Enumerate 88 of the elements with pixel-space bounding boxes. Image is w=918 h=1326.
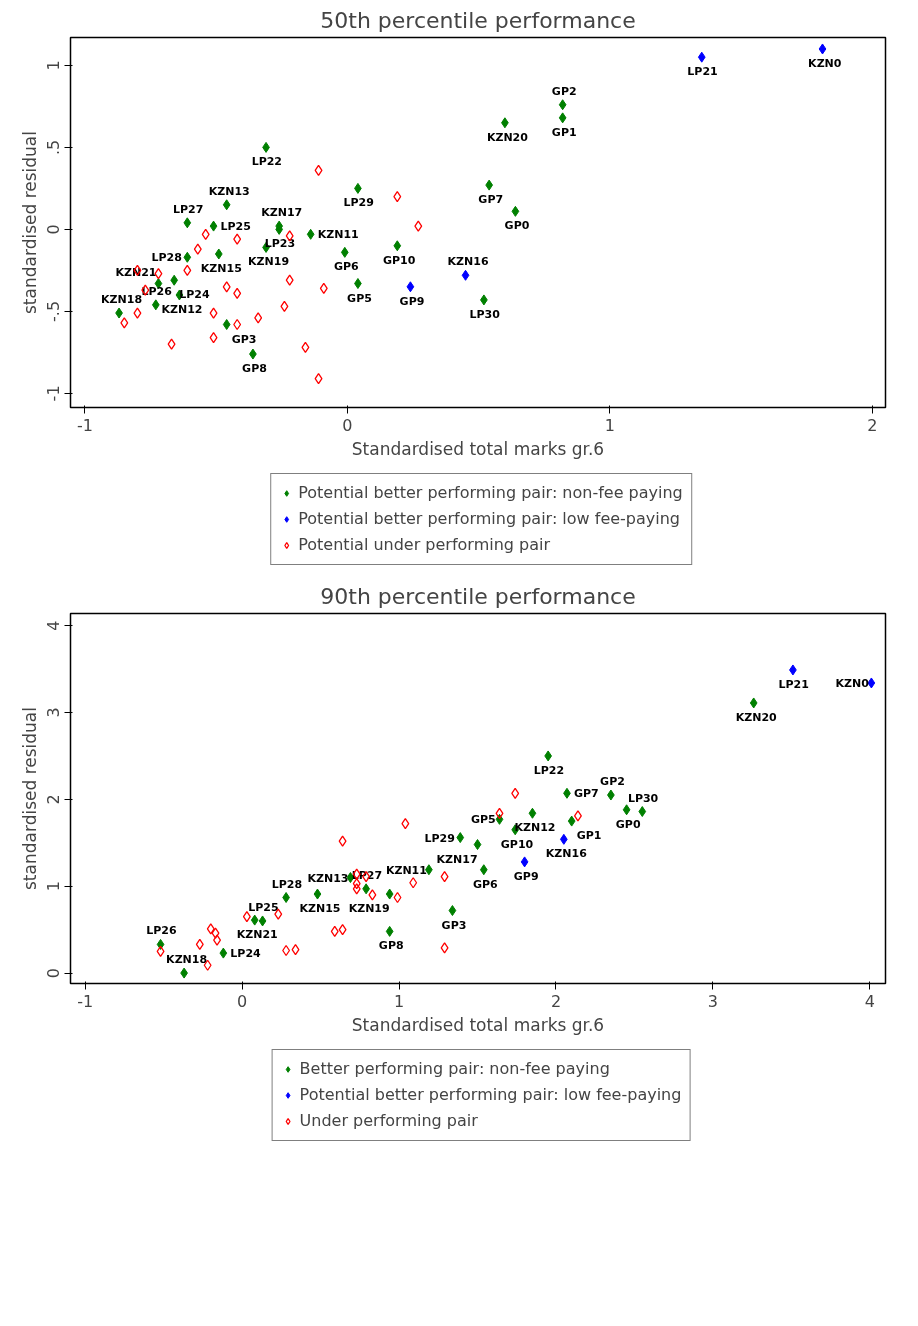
data-label: GP9 [513, 869, 539, 883]
y-tick-label: -.5 [44, 300, 64, 322]
data-label: LP21 [778, 677, 809, 691]
x-tick-label: 4 [864, 991, 875, 1011]
data-label: GP6 [333, 260, 360, 274]
x-tick-label: 2 [550, 991, 562, 1011]
legend-label: Potential better performing pair: low fee-paying [299, 1084, 682, 1106]
data-label: GP2 [600, 775, 625, 789]
data-label: KZN12 [161, 302, 203, 316]
y-tick-label: 0 [44, 224, 64, 235]
data-label: LP28 [271, 877, 303, 891]
legend-label: Potential better performing pair: low fee-paying [298, 508, 681, 530]
data-label: KZN11 [317, 228, 359, 242]
data-label: GP0 [504, 219, 530, 233]
data-label: LP25 [220, 220, 251, 234]
chart-title: 90th percentile performance [320, 583, 636, 609]
data-label: GP1 [551, 125, 577, 139]
data-label: GP0 [615, 817, 641, 831]
data-label: GP3 [231, 332, 257, 346]
x-tick-label: -1 [76, 415, 93, 435]
legend-label: Potential under performing pair [298, 534, 551, 556]
y-tick-label: 1 [44, 881, 64, 892]
data-label: KZN20 [735, 710, 778, 724]
data-label: LP29 [424, 831, 455, 845]
x-axis-title: Standardised total marks gr.6 [351, 1014, 605, 1035]
data-label: LP28 [151, 251, 182, 265]
data-label: KZN0 [808, 56, 842, 70]
y-tick-label: .5 [44, 139, 64, 156]
y-tick-label: 4 [44, 620, 64, 631]
x-tick-label: 3 [707, 991, 718, 1011]
data-label: LP27 [172, 202, 204, 216]
y-tick-label: 0 [44, 967, 64, 979]
y-axis-title: standardised residual [19, 131, 40, 314]
data-label: KZN15 [200, 261, 242, 275]
data-label: KZN20 [486, 130, 529, 144]
legend-label: Better performing pair: non-fee paying [299, 1058, 610, 1080]
data-label: LP22 [533, 763, 565, 777]
data-label: GP9 [399, 294, 425, 308]
x-tick-label: 0 [237, 991, 248, 1011]
data-label: GP5 [347, 291, 372, 305]
y-tick-label: 3 [44, 707, 64, 718]
data-label: GP3 [441, 918, 467, 932]
data-label: LP21 [687, 65, 718, 79]
legend-label: Under performing pair [299, 1110, 478, 1132]
data-label: KZN19 [348, 902, 390, 916]
data-label: GP5 [470, 813, 496, 827]
data-label: GP1 [576, 829, 602, 843]
data-label: KZN13 [208, 184, 250, 198]
data-label: LP24 [230, 947, 262, 961]
data-label: KZN18 [101, 293, 143, 307]
data-label: LP26 [146, 924, 177, 938]
y-tick-label: -1 [44, 385, 64, 402]
x-tick-label: 2 [867, 415, 878, 435]
data-label: LP22 [251, 155, 283, 169]
data-label: KZN16 [447, 255, 489, 269]
data-label: LP30 [469, 307, 501, 321]
data-label: KZN17 [261, 206, 303, 220]
data-label: KZN13 [307, 871, 349, 885]
data-label: GP10 [500, 837, 534, 851]
chart-title: 50th percentile performance [320, 7, 636, 33]
data-label: KZN19 [248, 255, 290, 269]
y-tick-label: 1 [44, 60, 64, 71]
data-label: LP23 [264, 237, 296, 251]
x-tick-label: 0 [342, 415, 353, 435]
data-label: GP7 [478, 193, 504, 207]
x-tick-label: 1 [393, 991, 405, 1011]
y-axis-title: standardised residual [19, 707, 40, 890]
legend-label: Potential better performing pair: non-fee paying [298, 482, 683, 504]
data-label: KZN11 [385, 863, 427, 877]
data-label: KZN0 [835, 676, 870, 690]
data-label: GP7 [573, 787, 599, 801]
data-label: KZN15 [299, 902, 341, 916]
data-label: GP6 [473, 877, 499, 891]
x-tick-label: 1 [604, 415, 615, 435]
data-label: KZN16 [545, 847, 588, 861]
data-label: KZN17 [436, 852, 478, 866]
data-label: GP10 [382, 253, 416, 267]
data-label: KZN18 [166, 953, 208, 967]
x-axis-title: Standardised total marks gr.6 [351, 438, 605, 459]
data-label: LP29 [343, 196, 374, 210]
data-label: LP30 [627, 791, 659, 805]
data-label: GP2 [551, 84, 577, 98]
data-label: LP25 [248, 900, 279, 914]
data-label: KZN21 [236, 928, 278, 942]
data-label: GP8 [378, 939, 404, 953]
data-label: GP8 [242, 362, 267, 376]
y-tick-label: 2 [44, 794, 64, 805]
x-tick-label: -1 [77, 991, 94, 1011]
